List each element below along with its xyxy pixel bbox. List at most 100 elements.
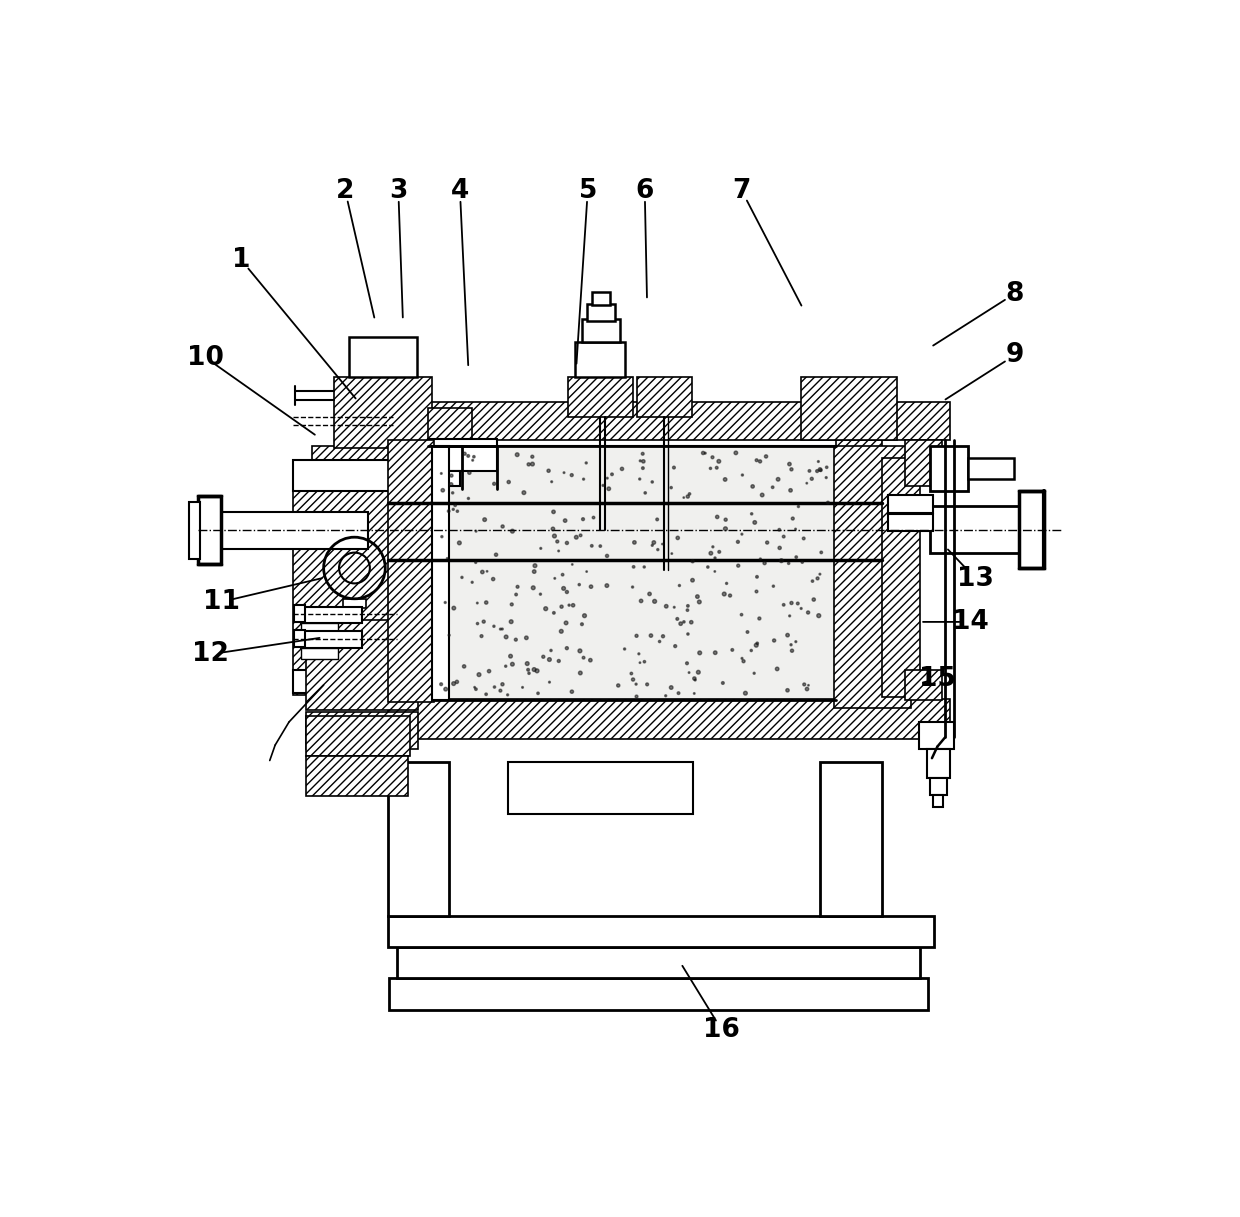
Bar [568,377,634,417]
Point [677,654,697,673]
Text: 7: 7 [733,178,751,203]
Bar [1019,490,1044,568]
Point [713,673,733,692]
Point [709,542,729,561]
Point [714,584,734,604]
Bar [198,497,221,565]
Point [528,684,548,703]
Text: 2: 2 [336,178,355,203]
Point [735,684,755,703]
Point [435,593,455,612]
Point [476,593,496,612]
Point [484,570,503,589]
Point [621,663,641,683]
Point [733,465,753,484]
Bar [575,342,625,377]
Point [557,639,577,658]
Point [464,447,484,466]
Point [787,594,807,613]
Bar [294,605,305,622]
Point [599,479,619,499]
Point [799,675,818,695]
Point [525,660,544,679]
Point [810,565,830,584]
Point [507,577,527,596]
Point [491,680,511,700]
Point [547,532,567,551]
Point [574,606,594,626]
Point [647,510,667,529]
Point [808,452,828,471]
Point [797,473,817,493]
Point [563,595,583,615]
Point [474,612,494,632]
Point [625,533,645,553]
Point [661,478,681,498]
Bar [293,460,389,695]
Point [816,467,836,487]
Point [439,626,459,645]
Point [656,686,676,706]
Point [463,450,482,470]
Point [584,507,604,527]
Point [501,612,521,632]
Bar [211,512,368,549]
Point [637,674,657,694]
Point [742,504,761,523]
Point [770,538,790,557]
Bar [428,471,460,487]
Bar [930,447,968,490]
Point [689,643,709,662]
Point [768,470,787,489]
Point [807,568,827,588]
Point [556,511,575,531]
Bar [388,402,950,441]
Point [753,486,773,505]
Point [471,627,491,646]
Point [502,595,522,615]
Point [725,443,745,462]
Point [518,455,538,475]
Point [527,661,547,680]
Bar [388,699,950,739]
Point [665,598,684,617]
Text: 14: 14 [952,608,988,635]
Point [701,544,720,563]
Point [569,574,589,594]
Point [781,635,801,655]
Point [553,565,573,584]
Point [777,626,797,645]
Point [624,669,644,689]
Bar [300,623,337,634]
Point [466,553,486,572]
Bar [428,408,472,447]
Point [684,684,704,703]
Point [795,674,815,694]
Point [562,682,582,701]
Point [688,662,708,682]
Point [539,673,559,692]
Text: 8: 8 [1006,281,1023,307]
Bar [388,762,449,916]
Point [448,501,467,521]
Point [497,685,517,705]
Point [580,650,600,669]
Point [544,526,564,545]
Point [706,643,725,662]
Point [789,497,808,516]
Point [678,487,698,506]
Point [554,462,574,482]
Point [449,533,469,553]
Point [570,641,590,661]
Point [768,660,787,679]
Point [746,567,766,587]
Bar [637,377,692,417]
Bar [434,447,836,701]
Point [715,510,735,529]
Point [544,604,564,623]
Point [573,510,593,529]
Point [632,459,652,478]
Point [680,663,699,683]
Bar [587,304,615,321]
Point [491,619,511,639]
